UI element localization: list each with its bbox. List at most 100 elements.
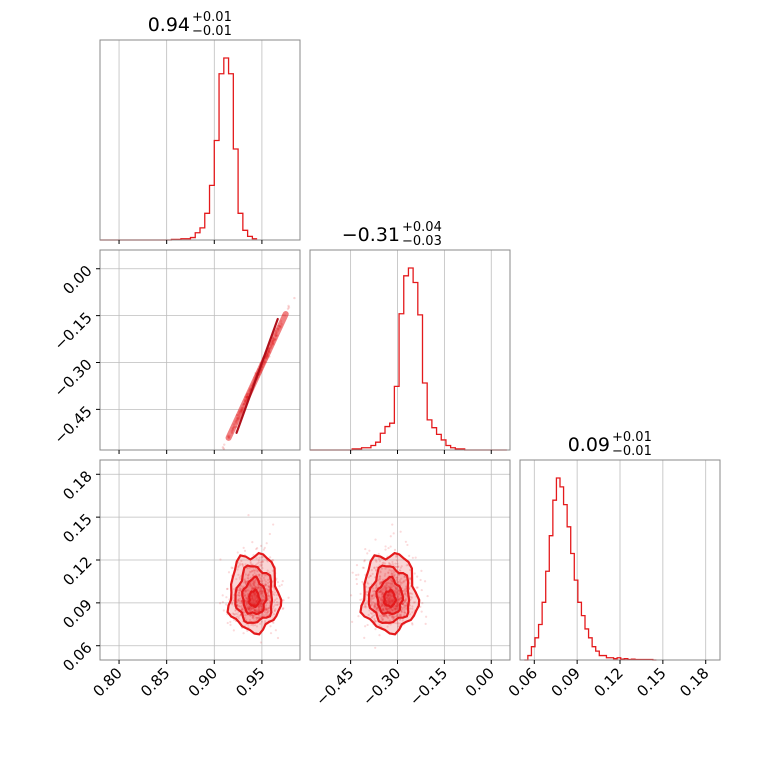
scatter-point	[374, 619, 377, 623]
scatter-point	[411, 623, 414, 626]
scatter-point	[390, 573, 394, 576]
scatter-point	[251, 595, 254, 598]
scatter-point	[372, 593, 376, 596]
scatter-point	[202, 490, 204, 492]
scatter-point	[248, 583, 251, 587]
scatter-point	[396, 594, 400, 598]
scatter-point	[364, 604, 367, 607]
scatter-point	[240, 605, 243, 608]
scatter-point	[247, 607, 250, 611]
scatter-point	[372, 601, 375, 604]
scatter-point	[396, 562, 399, 565]
scatter-point	[250, 623, 253, 626]
scatter-point	[237, 617, 240, 620]
scatter-point	[411, 607, 414, 610]
scatter-point	[384, 609, 387, 612]
scatter-point	[379, 590, 382, 594]
scatter-point	[411, 556, 414, 559]
scatter-point	[262, 599, 265, 602]
scatter-point	[256, 562, 259, 565]
scatter-point	[400, 610, 403, 613]
title-minus-error: −0.03	[402, 234, 442, 249]
scatter-point	[237, 566, 240, 569]
scatter-point	[395, 591, 398, 594]
scatter-point	[393, 607, 396, 610]
scatter-point	[396, 576, 399, 580]
scatter-point	[402, 589, 405, 593]
scatter-point	[255, 616, 258, 619]
scatter-point	[267, 590, 271, 593]
scatter-point	[260, 602, 263, 606]
scatter-point	[266, 569, 269, 572]
scatter-point	[371, 594, 374, 597]
scatter-point	[366, 581, 369, 584]
scatter-point	[268, 571, 271, 574]
scatter-point	[378, 560, 382, 563]
scatter-point	[253, 571, 256, 575]
scatter-point	[254, 586, 257, 589]
scatter-point	[267, 585, 270, 588]
scatter-point	[241, 607, 245, 611]
scatter-point	[266, 609, 269, 612]
scatter-point	[222, 447, 225, 450]
scatter-point	[259, 604, 262, 607]
scatter-point	[238, 589, 241, 592]
scatter-point	[397, 604, 400, 607]
scatter-point	[242, 581, 245, 584]
x-tick-label: 0.06	[505, 664, 541, 700]
scatter-point	[373, 601, 376, 605]
scatter-point	[379, 602, 382, 605]
scatter-point	[251, 596, 254, 599]
scatter-point	[252, 614, 255, 617]
scatter-point	[272, 613, 276, 616]
scatter-point	[378, 578, 381, 581]
scatter-point	[252, 602, 255, 605]
scatter-point	[378, 575, 382, 578]
scatter-point	[381, 591, 384, 594]
scatter-point	[266, 588, 269, 591]
scatter-point	[240, 608, 243, 611]
scatter-point	[394, 576, 397, 579]
scatter-point	[287, 596, 290, 599]
scatter-point	[231, 603, 234, 606]
scatter-point	[387, 546, 390, 550]
scatter-point	[248, 566, 251, 570]
scatter-point	[260, 605, 263, 608]
scatter-point	[281, 580, 284, 583]
scatter-point	[245, 589, 248, 592]
scatter-point	[413, 601, 417, 604]
scatter-point	[389, 600, 392, 603]
scatter-point	[385, 601, 388, 604]
scatter-point	[251, 541, 254, 544]
scatter-point	[281, 607, 284, 610]
scatter-point	[385, 586, 388, 590]
scatter-point	[264, 607, 267, 610]
scatter-point	[244, 590, 247, 593]
scatter-point	[404, 598, 407, 601]
scatter-point	[238, 594, 241, 597]
scatter-point	[391, 523, 394, 526]
scatter-point	[395, 603, 398, 607]
scatter-point	[251, 586, 254, 589]
scatter-point	[388, 586, 392, 589]
scatter-point	[391, 610, 394, 613]
scatter-point	[395, 587, 398, 591]
scatter-point	[382, 609, 385, 612]
scatter-point	[379, 614, 382, 618]
x-tick-label: 0.00	[462, 664, 498, 700]
scatter-point	[251, 582, 255, 585]
scatter-point	[257, 586, 260, 589]
scatter-point	[261, 613, 264, 616]
scatter-point	[248, 608, 251, 611]
scatter-point	[246, 605, 250, 608]
scatter-point	[244, 602, 247, 606]
scatter-point	[251, 616, 254, 619]
scatter-point	[381, 598, 385, 601]
scatter-point	[242, 578, 246, 581]
scatter-point	[391, 599, 394, 602]
scatter-point	[238, 591, 241, 594]
scatter-point	[369, 611, 372, 615]
scatter-point	[245, 600, 248, 603]
scatter-point	[400, 611, 403, 614]
scatter-point	[371, 590, 375, 593]
